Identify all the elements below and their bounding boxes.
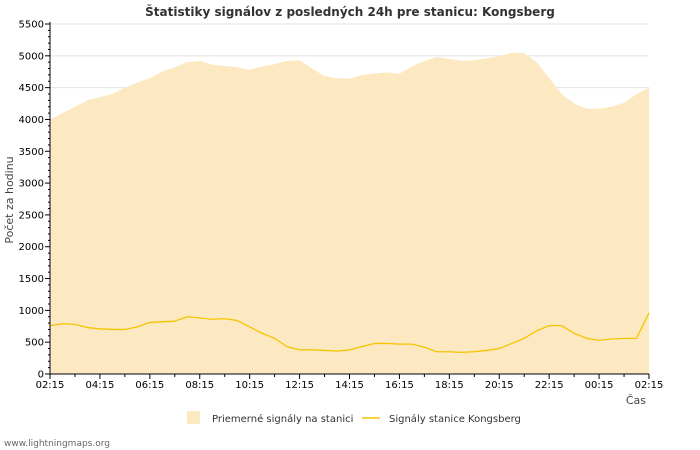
y-tick-label-3500: 3500 — [19, 147, 44, 158]
legend-label-average: Priemerné signály na stanici — [212, 413, 353, 425]
x-tick-label-8: 18:15 — [435, 380, 464, 391]
y-tick-label-2500: 2500 — [19, 210, 44, 221]
legend: Priemerné signály na stanici Signály sta… — [187, 411, 521, 425]
y-axis-label: Počet za hodinu — [3, 156, 16, 243]
legend-label-station: Signály stanice Kongsberg — [389, 413, 521, 425]
y-tick-label-0: 0 — [38, 370, 44, 381]
x-tick-label-2: 06:15 — [135, 380, 164, 391]
y-tick-label-4000: 4000 — [19, 115, 44, 126]
x-tick-label-0: 02:15 — [36, 380, 65, 391]
y-tick-label-1000: 1000 — [19, 306, 44, 317]
axes: 0 500 1000 1500 2000 2500 3000 3500 4000 4500 5000… — [19, 20, 664, 392]
x-tick-label-1: 04:15 — [86, 380, 115, 391]
y-tick-label-3000: 3000 — [19, 179, 44, 190]
y-tick-label-5000: 5000 — [19, 51, 44, 62]
legend-swatch-average — [187, 411, 200, 424]
series-line-station — [49, 312, 650, 354]
x-tick-label-4: 10:15 — [235, 380, 264, 391]
x-tick-label-5: 12:15 — [285, 380, 314, 391]
series-area-average — [50, 52, 649, 375]
series-layer — [49, 52, 650, 375]
y-tick-label-1500: 1500 — [19, 274, 44, 285]
x-tick-label-9: 20:15 — [485, 380, 514, 391]
footer-credit: www.lightningmaps.org — [4, 439, 110, 449]
y-tick-label-5500: 5500 — [19, 20, 44, 31]
x-tick-label-6: 14:15 — [335, 380, 364, 391]
x-tick-label-10: 22:15 — [535, 380, 564, 391]
x-tick-label-11: 00:15 — [585, 380, 614, 391]
y-tick-label-4500: 4500 — [19, 83, 44, 94]
chart-title: Štatistiky signálov z posledných 24h pre… — [145, 4, 555, 19]
x-tick-label-3: 08:15 — [185, 380, 214, 391]
x-tick-label-7: 16:15 — [385, 380, 414, 391]
x-axis-label: Čas — [626, 394, 646, 407]
y-tick-label-500: 500 — [25, 338, 44, 349]
x-tick-label-12: 02:15 — [635, 380, 664, 391]
y-tick-label-2000: 2000 — [19, 242, 44, 253]
